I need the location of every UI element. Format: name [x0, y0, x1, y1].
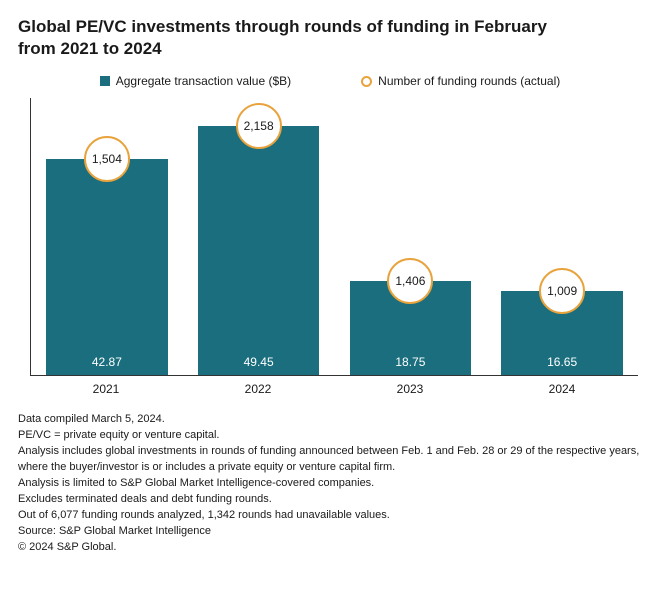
footnote-line: Data compiled March 5, 2024.	[18, 412, 642, 428]
legend-item-circles: Number of funding rounds (actual)	[361, 74, 560, 88]
footnote-line: © 2024 S&P Global.	[18, 540, 642, 556]
x-axis: 2021202220232024	[30, 376, 638, 398]
legend-item-bars: Aggregate transaction value ($B)	[100, 74, 291, 88]
plot-area: 42.87 1,504 49.45 2,158 18.75 1,406 16.65 1,009	[30, 98, 638, 376]
footnote-line: Analysis is limited to S&P Global Market…	[18, 476, 642, 492]
footnote-line: Excludes terminated deals and debt fundi…	[18, 492, 642, 508]
bar-slot: 18.75 1,406	[335, 98, 487, 375]
x-tick-label: 2023	[334, 376, 486, 398]
bar-slot: 42.87 1,504	[31, 98, 183, 375]
bar-value-label: 49.45	[198, 355, 319, 369]
legend: Aggregate transaction value ($B) Number …	[18, 74, 642, 88]
bars-container: 42.87 1,504 49.45 2,158 18.75 1,406 16.65 1,009	[31, 98, 638, 375]
chart-area: 42.87 1,504 49.45 2,158 18.75 1,406 16.65 1,009…	[22, 98, 638, 398]
x-tick-label: 2024	[486, 376, 638, 398]
bar: 42.87	[46, 159, 167, 375]
x-tick-label: 2022	[182, 376, 334, 398]
chart-title: Global PE/VC investments through rounds …	[18, 16, 642, 60]
bar-value-label: 42.87	[46, 355, 167, 369]
legend-label-circles: Number of funding rounds (actual)	[378, 74, 560, 88]
x-tick-label: 2021	[30, 376, 182, 398]
legend-circle-icon	[361, 76, 372, 87]
funding-rounds-bubble: 2,158	[236, 103, 282, 149]
bar-slot: 16.65 1,009	[486, 98, 638, 375]
footnote-line: Source: S&P Global Market Intelligence	[18, 524, 642, 540]
bar-value-label: 16.65	[501, 355, 622, 369]
footnote-line: Analysis includes global investments in …	[18, 444, 642, 476]
footnotes: Data compiled March 5, 2024.PE/VC = priv…	[18, 412, 642, 555]
legend-square-icon	[100, 76, 110, 86]
legend-label-bars: Aggregate transaction value ($B)	[116, 74, 291, 88]
bar-value-label: 18.75	[350, 355, 471, 369]
footnote-line: PE/VC = private equity or venture capita…	[18, 428, 642, 444]
funding-rounds-bubble: 1,406	[387, 258, 433, 304]
bar: 49.45	[198, 126, 319, 375]
title-line-2: from 2021 to 2024	[18, 39, 162, 58]
title-line-1: Global PE/VC investments through rounds …	[18, 17, 547, 36]
funding-rounds-bubble: 1,504	[84, 136, 130, 182]
bar-slot: 49.45 2,158	[183, 98, 335, 375]
footnote-line: Out of 6,077 funding rounds analyzed, 1,…	[18, 508, 642, 524]
funding-rounds-bubble: 1,009	[539, 268, 585, 314]
